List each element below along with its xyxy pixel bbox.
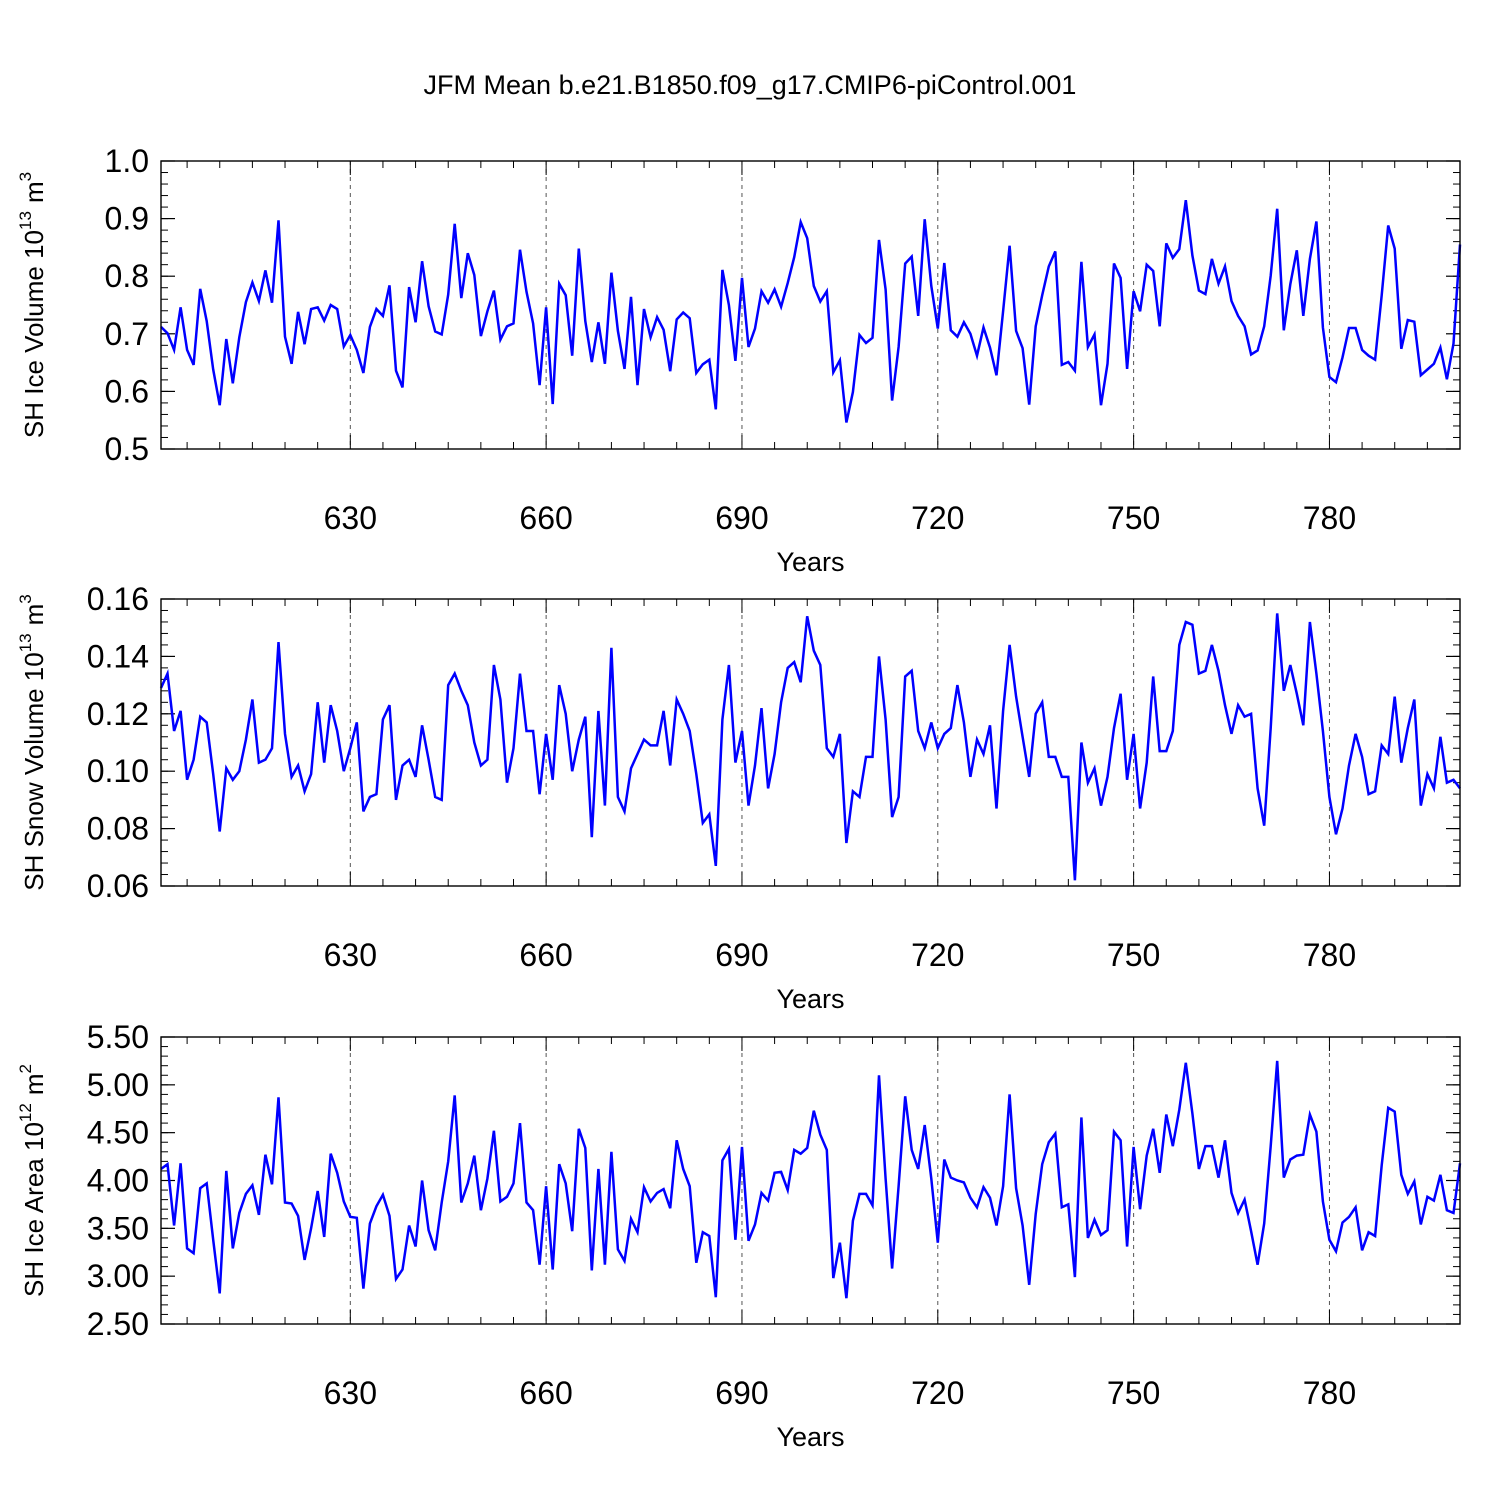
series-line: [160, 1060, 1462, 1299]
y-axis-label-unit-exponent: 2: [16, 1064, 35, 1073]
x-tick-label: 780: [1303, 500, 1356, 536]
x-tick-label: 660: [519, 500, 572, 536]
plot-frame: [160, 160, 1461, 450]
panel-3: 2.50 3.00 3.50 4.00 4.50 5.00 5.50 630 660 690 720…: [16, 1019, 1462, 1452]
y-axis-label-base: SH Ice Volume 10: [19, 230, 49, 438]
y-axis-label-unit: m: [19, 181, 49, 203]
x-tick-label: 690: [715, 500, 768, 536]
y-axis-label-unit-exponent: 3: [16, 594, 35, 603]
plot-frame: [160, 598, 1461, 887]
y-axis-label: SH Ice Volume 1013 m3: [16, 172, 49, 438]
x-tick-label: 750: [1107, 500, 1160, 536]
x-tick-label: 660: [519, 1375, 572, 1411]
x-axis-label: Years: [776, 1422, 844, 1452]
x-tick-label: 780: [1303, 937, 1356, 973]
y-axis-label-exponent: 12: [16, 1103, 35, 1122]
plot-frame: [160, 1036, 1461, 1325]
panel-1: 0.5 0.6 0.7 0.8 0.9 1.0 630 660 690 720 750 780 Year…: [16, 143, 1462, 577]
x-axis-label: Years: [776, 547, 844, 577]
y-tick-label: 4.00: [87, 1163, 149, 1199]
x-tick-label: 750: [1107, 937, 1160, 973]
y-tick-label: 2.50: [87, 1306, 149, 1342]
x-tick-label: 780: [1303, 1375, 1356, 1411]
y-tick-label: 0.12: [87, 696, 149, 732]
x-tick-label: 630: [324, 1375, 377, 1411]
x-axis-label: Years: [776, 984, 844, 1014]
y-tick-label: 0.7: [105, 316, 149, 352]
y-tick-label: 3.00: [87, 1258, 149, 1294]
y-axis-label-unit: m: [19, 1073, 49, 1095]
y-tick-label: 0.6: [105, 373, 149, 409]
y-tick-label: 0.16: [87, 581, 149, 617]
y-tick-label: 0.8: [105, 258, 149, 294]
y-tick-label: 5.50: [87, 1019, 149, 1055]
x-tick-label: 750: [1107, 1375, 1160, 1411]
y-tick-label: 1.0: [105, 143, 149, 179]
y-axis-label: SH Snow Volume 1013 m3: [16, 594, 49, 891]
y-tick-label: 0.10: [87, 753, 149, 789]
x-tick-label: 630: [324, 500, 377, 536]
series-line: [159, 613, 1461, 881]
y-axis-label-unit-exponent: 3: [16, 172, 35, 181]
series-line: [160, 200, 1462, 423]
x-tick-label: 660: [519, 937, 572, 973]
y-tick-label: 3.50: [87, 1210, 149, 1246]
x-tick-label: 690: [715, 1375, 768, 1411]
x-tick-label: 720: [911, 500, 964, 536]
x-tick-label: 630: [324, 937, 377, 973]
x-tick-label: 720: [911, 1375, 964, 1411]
y-axis-label-exponent: 13: [16, 211, 35, 230]
y-tick-label: 0.06: [87, 868, 149, 904]
y-tick-label: 0.9: [105, 201, 149, 237]
y-tick-label: 4.50: [87, 1115, 149, 1151]
y-axis-label-exponent: 13: [16, 633, 35, 652]
y-axis-label-base: SH Ice Area 10: [19, 1122, 49, 1297]
y-axis-label-base: SH Snow Volume 10: [19, 652, 49, 890]
x-tick-label: 690: [715, 937, 768, 973]
y-tick-label: 0.14: [87, 638, 149, 674]
y-tick-label: 0.5: [105, 431, 149, 467]
y-tick-label: 0.08: [87, 811, 149, 847]
panel-2: 0.06 0.08 0.10 0.12 0.14 0.16 630 660 690 720 750 7…: [16, 581, 1461, 1014]
figure-title: JFM Mean b.e21.B1850.f09_g17.CMIP6-piCon…: [423, 70, 1077, 100]
y-axis-label: SH Ice Area 1012 m2: [16, 1064, 49, 1297]
y-axis-label-unit: m: [19, 604, 49, 626]
y-tick-label: 5.00: [87, 1067, 149, 1103]
x-tick-label: 720: [911, 937, 964, 973]
